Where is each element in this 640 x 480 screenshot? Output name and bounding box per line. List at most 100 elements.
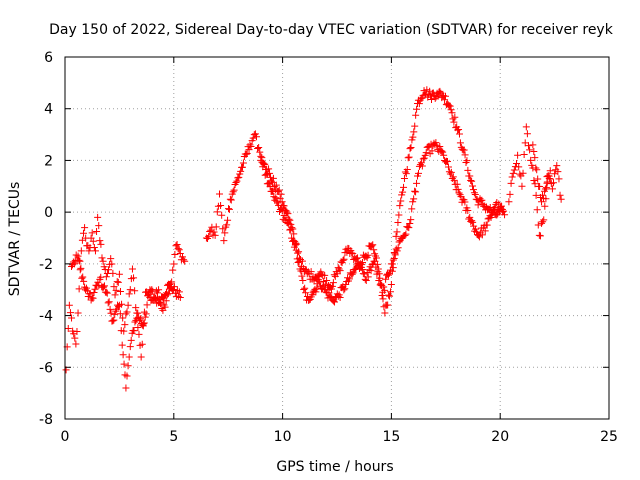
data-point-interp xyxy=(230,186,238,194)
data-point-interp xyxy=(520,151,528,159)
data-point-interp xyxy=(143,301,151,309)
data-point-interp xyxy=(402,170,410,178)
data-point-interp xyxy=(231,180,239,188)
data-point xyxy=(483,221,491,229)
data-point-interp xyxy=(82,284,90,292)
grid-lines xyxy=(65,57,609,419)
data-point-interp xyxy=(411,122,419,130)
data-point-interp xyxy=(455,130,463,138)
data-point-interp xyxy=(450,176,458,184)
data-point-interp xyxy=(121,321,129,329)
data-point xyxy=(400,175,408,183)
data-point-interp xyxy=(406,219,414,227)
data-point-interp xyxy=(267,173,275,181)
data-point-interp xyxy=(449,173,457,181)
data-point-interp xyxy=(336,294,344,302)
data-point-interp xyxy=(408,205,416,213)
data-point xyxy=(99,257,107,265)
data-point-interp xyxy=(137,315,145,323)
data-point xyxy=(266,169,274,177)
data-point xyxy=(292,239,300,247)
data-point-interp xyxy=(157,300,165,308)
data-point-interp xyxy=(404,154,412,162)
data-point-interp xyxy=(170,283,178,291)
data-point-interp xyxy=(142,310,150,318)
data-point-interp xyxy=(444,163,452,171)
data-point xyxy=(107,255,115,263)
data-point-interp xyxy=(370,246,378,254)
data-point xyxy=(109,317,117,325)
data-point-interp xyxy=(117,327,125,335)
data-point-interp xyxy=(118,341,126,349)
data-point-interp xyxy=(79,273,87,281)
data-point xyxy=(335,265,343,273)
data-point xyxy=(394,218,402,226)
y-tick-label: 6 xyxy=(44,50,53,66)
data-point-interp xyxy=(450,118,458,126)
data-point-interp xyxy=(116,288,124,296)
y-axis-label: SDTVAR / TECUs xyxy=(7,182,23,297)
data-point-interp xyxy=(534,175,542,183)
data-point-interp xyxy=(223,221,231,229)
data-point-interp xyxy=(400,183,408,191)
data-point-interp xyxy=(403,166,411,174)
data-point-interp xyxy=(298,257,306,265)
data-point-interp xyxy=(232,179,240,187)
data-point xyxy=(102,288,110,296)
data-point xyxy=(165,281,173,289)
data-point-interp xyxy=(169,286,177,294)
x-tick-label: 20 xyxy=(491,429,509,445)
data-point xyxy=(74,309,82,317)
data-point-interp xyxy=(66,309,74,317)
data-point-interp xyxy=(399,188,407,196)
data-point-interp xyxy=(441,92,449,100)
data-point-interp xyxy=(98,254,106,262)
data-point-interp xyxy=(89,237,97,245)
data-point-interp xyxy=(75,256,83,264)
data-point-interp xyxy=(225,205,233,213)
data-point-interp xyxy=(481,227,489,235)
x-tick-label: 0 xyxy=(61,429,70,445)
data-point-interp xyxy=(493,198,501,206)
data-point-interp xyxy=(175,288,183,296)
data-point xyxy=(137,353,145,361)
data-point-interp xyxy=(140,308,148,316)
data-point-interp xyxy=(474,201,482,209)
data-point-interp xyxy=(538,219,546,227)
data-point-interp xyxy=(414,169,422,177)
data-point-interp xyxy=(436,142,444,150)
data-point-interp xyxy=(478,196,486,204)
data-point-interp xyxy=(138,340,146,348)
data-point-interp xyxy=(161,303,169,311)
data-point xyxy=(85,247,93,255)
data-point-interp xyxy=(175,246,183,254)
data-point xyxy=(529,141,537,149)
data-point-interp xyxy=(90,244,98,252)
data-point-interp xyxy=(407,216,415,224)
data-point-interp xyxy=(180,256,188,264)
data-point-interp xyxy=(109,269,117,277)
data-point-interp xyxy=(130,274,138,282)
data-point-interp xyxy=(224,216,232,224)
y-tick-label: 0 xyxy=(44,205,53,221)
data-point-interp xyxy=(258,154,266,162)
data-point-interp xyxy=(106,305,114,313)
data-point-interp xyxy=(210,228,218,236)
data-point xyxy=(318,270,326,278)
data-point-interp xyxy=(151,293,159,301)
data-point xyxy=(81,224,89,232)
data-point-interp xyxy=(247,142,255,150)
data-point-interp xyxy=(154,294,162,302)
data-point-interp xyxy=(530,147,538,155)
data-point-interp xyxy=(343,248,351,256)
data-point xyxy=(176,293,184,301)
data-point-interp xyxy=(134,324,142,332)
data-point xyxy=(531,180,539,188)
data-point-interp xyxy=(467,177,475,185)
data-point-interp xyxy=(179,253,187,261)
data-point-interp xyxy=(111,310,119,318)
data-point-interp xyxy=(272,181,280,189)
data-point-interp xyxy=(130,327,138,335)
x-axis-label: GPS time / hours xyxy=(276,459,393,475)
data-point-interp xyxy=(376,274,384,282)
